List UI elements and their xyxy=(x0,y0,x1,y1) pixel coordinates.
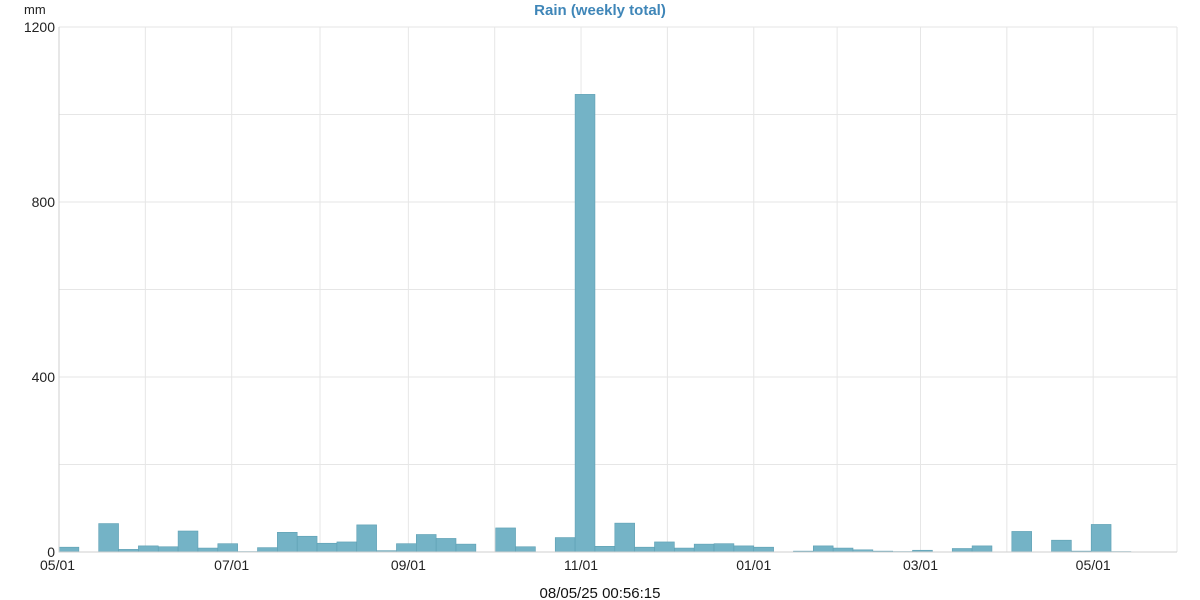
bar xyxy=(356,524,377,553)
bar xyxy=(574,94,596,553)
bar xyxy=(336,541,358,553)
bar xyxy=(138,545,159,553)
chart-title: Rain (weekly total) xyxy=(534,2,666,19)
y-tick-label: 400 xyxy=(32,369,56,385)
bar xyxy=(435,538,457,553)
y-tick-label: 1200 xyxy=(24,19,55,35)
bar xyxy=(455,543,477,553)
bar xyxy=(177,530,199,553)
timestamp-label: 08/05/25 00:56:15 xyxy=(540,585,661,600)
bar xyxy=(713,543,735,553)
bar xyxy=(693,543,715,553)
x-tick-label: 09/01 xyxy=(391,557,426,573)
tick-labels: 0 400 800 1200 05/01 07/01 09/01 11/01 01/01 03/0… xyxy=(24,19,1111,573)
grid xyxy=(58,26,1178,553)
bar xyxy=(634,546,655,553)
bar xyxy=(296,535,318,553)
bar xyxy=(753,546,774,553)
bar xyxy=(257,547,278,553)
bar xyxy=(415,534,437,553)
x-tick-label: 05/01 xyxy=(1076,557,1111,573)
y-tick-label: 800 xyxy=(32,194,56,210)
bar xyxy=(614,522,635,553)
bar xyxy=(654,541,675,553)
bar xyxy=(396,543,417,553)
x-tick-label: 07/01 xyxy=(214,557,249,573)
axes xyxy=(58,27,1177,553)
bar xyxy=(157,546,179,553)
bar xyxy=(316,542,338,553)
bar xyxy=(594,546,616,553)
x-tick-label: 11/01 xyxy=(564,557,598,573)
bar xyxy=(951,548,973,553)
y-tick-label: 0 xyxy=(47,544,55,560)
bar xyxy=(554,537,576,553)
bar xyxy=(832,547,854,553)
bars xyxy=(58,94,1132,553)
bar xyxy=(1011,531,1032,553)
bar xyxy=(1090,524,1112,553)
x-tick-label: 03/01 xyxy=(903,557,938,573)
bar xyxy=(515,546,536,553)
bar xyxy=(674,547,695,553)
bar xyxy=(197,547,219,553)
bar xyxy=(98,523,119,553)
bar xyxy=(971,545,993,553)
y-axis-unit-label: mm xyxy=(24,2,46,17)
bar xyxy=(1051,539,1072,553)
x-tick-label: 01/01 xyxy=(736,557,771,573)
bar xyxy=(277,532,298,553)
bar xyxy=(733,545,755,553)
bar xyxy=(812,545,834,553)
x-tick-label: 05/01 xyxy=(40,557,75,573)
bar xyxy=(495,527,516,553)
bar xyxy=(58,546,80,553)
bar xyxy=(217,543,238,553)
